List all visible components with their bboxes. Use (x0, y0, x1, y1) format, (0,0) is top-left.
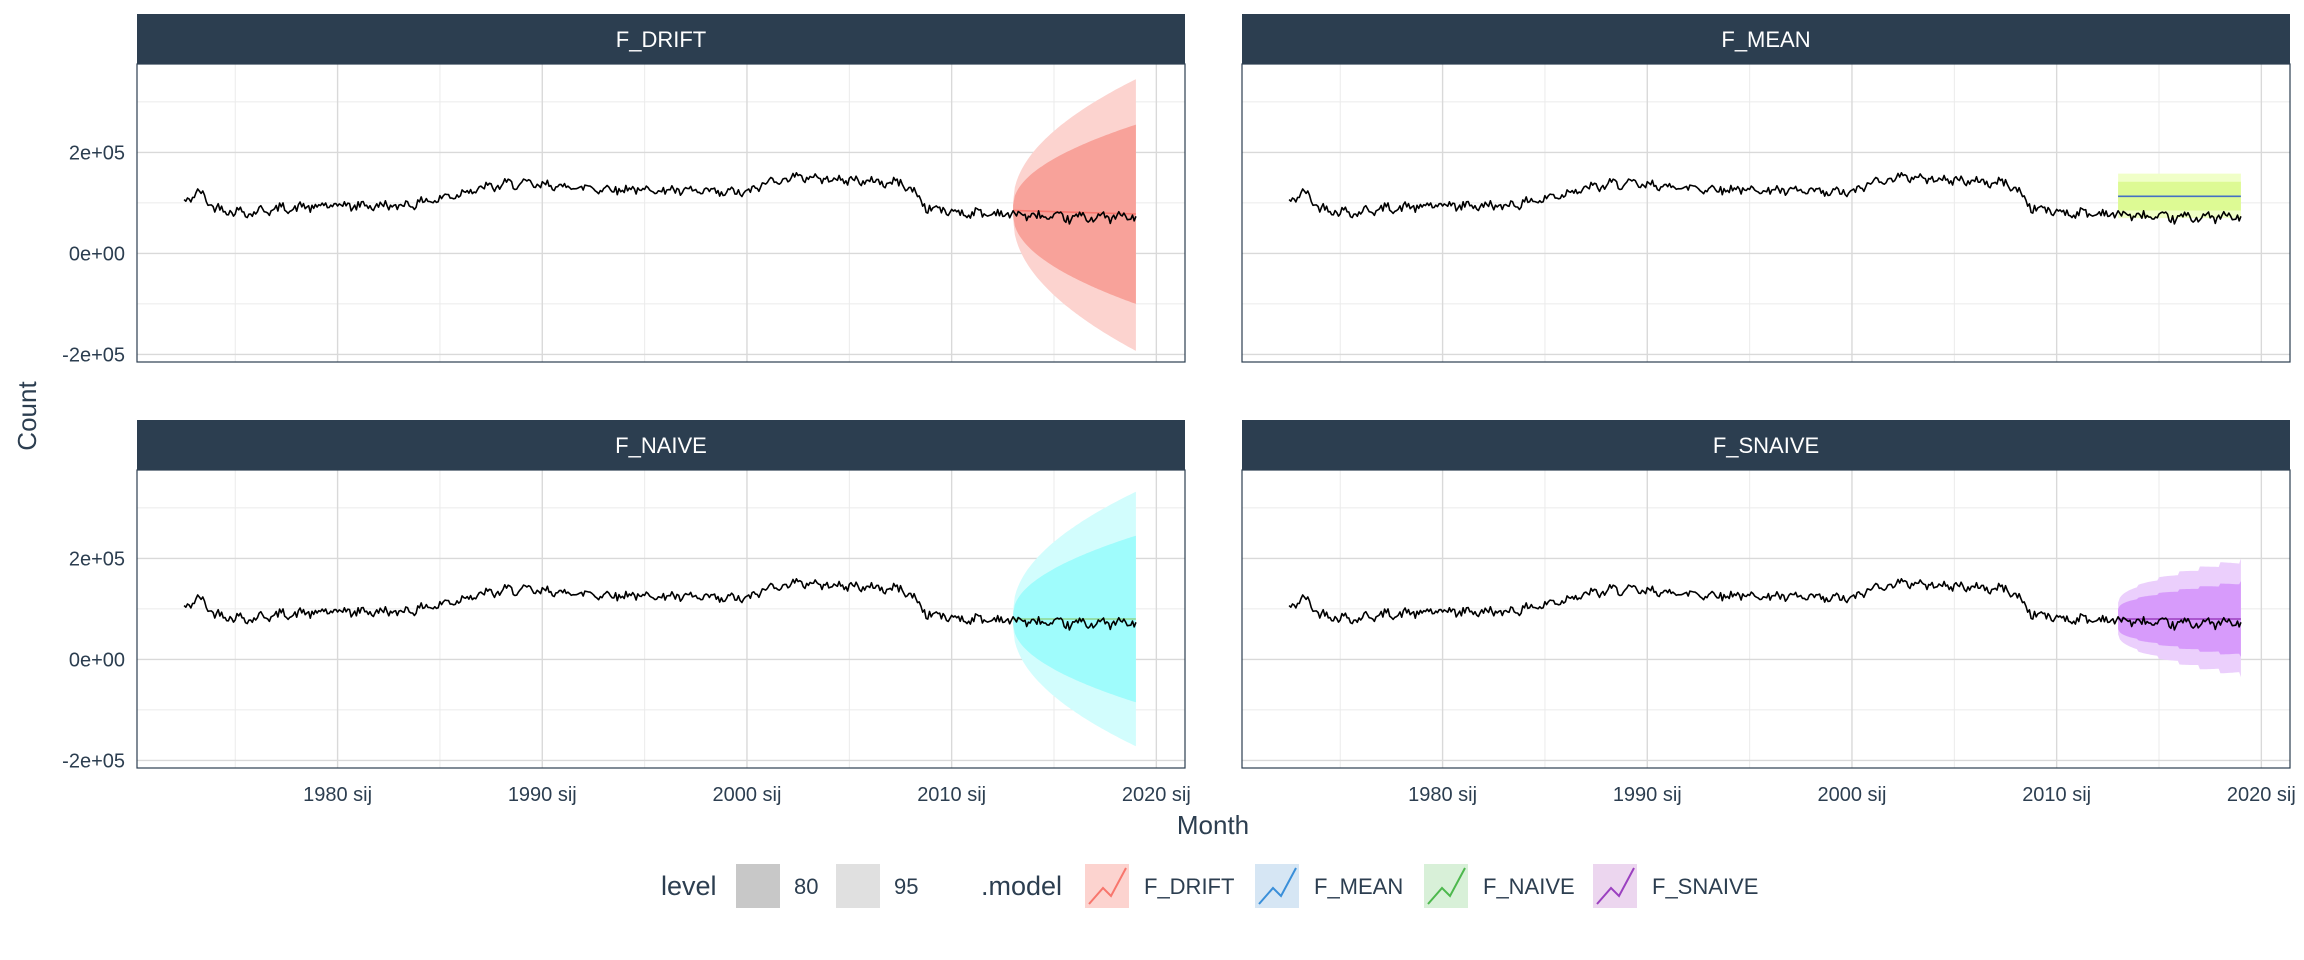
x-tick-label: 1990 sij (508, 784, 577, 806)
y-tick-label: -2e+05 (62, 344, 125, 366)
forecast-mean-line (1013, 209, 1136, 215)
legend-label-model: F_MEAN (1314, 874, 1403, 899)
y-axis-title: Count (12, 381, 42, 451)
y-tick-label: -2e+05 (62, 750, 125, 772)
panel-border (1241, 63, 2291, 363)
panel-border (136, 63, 1186, 363)
x-tick-label: 2020 sij (2227, 784, 2296, 806)
x-axis-title: Month (1177, 810, 1249, 840)
legend-label-model: F_SNAIVE (1652, 874, 1758, 899)
panel-border (1241, 469, 2291, 769)
facet-panel-f-drift: F_DRIFT (136, 14, 1186, 363)
facet-strip (137, 420, 1185, 470)
legend-title-model: .model (981, 871, 1062, 901)
x-tick-label: 1980 sij (1408, 784, 1477, 806)
x-tick-label: 2010 sij (2022, 784, 2091, 806)
facet-strip (137, 14, 1185, 64)
legend-title-level: level (661, 871, 717, 901)
facet-strip-label: F_SNAIVE (1713, 433, 1819, 458)
history-series-line (183, 578, 1137, 631)
legend-key-level-95 (836, 864, 880, 908)
facet-strip (1242, 420, 2290, 470)
history-series-line (1288, 172, 2242, 225)
x-tick-label: 2010 sij (917, 784, 986, 806)
x-tick-label: 2020 sij (1122, 784, 1191, 806)
legend-key-line-icon (1258, 867, 1297, 905)
history-series-line (1288, 578, 2242, 631)
legend-key-line-icon (1427, 867, 1466, 905)
x-tick-label: 2000 sij (713, 784, 782, 806)
legend-label-model: F_DRIFT (1144, 874, 1234, 899)
legend-key-line-icon (1088, 867, 1127, 905)
facet-panel-f-snaive: F_SNAIVE (1241, 420, 2291, 769)
y-tick-label: 0e+00 (69, 243, 125, 265)
x-tick-label: 1980 sij (303, 784, 372, 806)
legend-label-model: F_NAIVE (1483, 874, 1575, 899)
legend-label-level: 95 (894, 874, 918, 899)
facet-strip-label: F_MEAN (1721, 27, 1810, 52)
facet-strip (1242, 14, 2290, 64)
x-tick-label: 1990 sij (1613, 784, 1682, 806)
legend: level 80 95 .model F_DRIFT F_MEAN F_NAIVE F_SNA… (661, 864, 1758, 908)
panel-background (1242, 64, 2290, 362)
facet-strip-label: F_NAIVE (615, 433, 707, 458)
y-tick-label: 2e+05 (69, 142, 125, 164)
legend-key-line-icon (1596, 867, 1635, 905)
facet-panel-f-naive: F_NAIVE (136, 420, 1186, 769)
y-tick-label: 2e+05 (69, 548, 125, 570)
facet-panel-f-mean: F_MEAN (1241, 14, 2291, 363)
panel-background (137, 64, 1185, 362)
prediction-interval-80 (1013, 124, 1136, 304)
y-tick-label: 0e+00 (69, 649, 125, 671)
history-series-line (183, 172, 1137, 225)
legend-label-level: 80 (794, 874, 818, 899)
panel-background (1242, 470, 2290, 768)
panel-border (136, 469, 1186, 769)
legend-key-level-80 (736, 864, 780, 908)
panel-background (137, 470, 1185, 768)
x-tick-label: 2000 sij (1818, 784, 1887, 806)
facet-strip-label: F_DRIFT (616, 27, 706, 52)
